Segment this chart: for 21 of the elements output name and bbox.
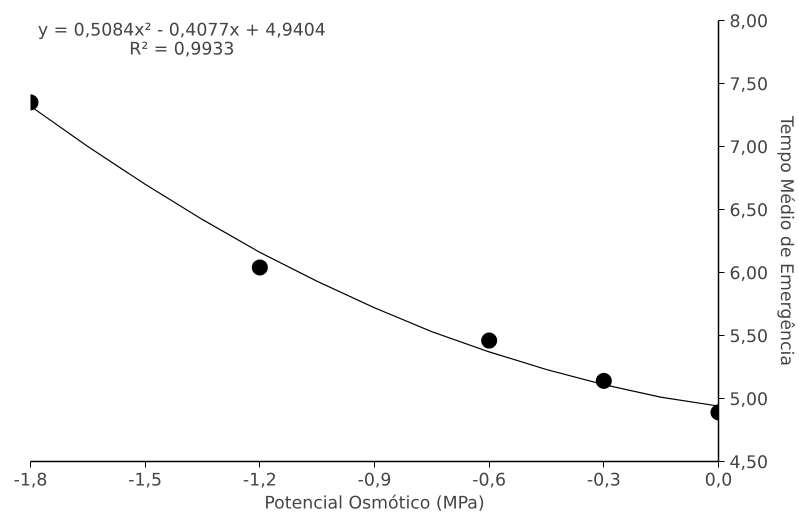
y-tick-label: 7,00 <box>730 138 768 158</box>
x-tick-label: -0,6 <box>472 470 506 490</box>
point <box>596 372 612 389</box>
x-tick-label: -1,2 <box>242 470 277 490</box>
y-tick-label: 8,00 <box>730 12 768 32</box>
y-tick-label: 6,00 <box>730 264 768 284</box>
x-tick-label: -1,8 <box>14 470 48 490</box>
annotation: R² = 0,9933 <box>129 39 234 60</box>
y-axis-title: Tempo Médio de Emergência <box>776 115 796 366</box>
y-tick-label: 5,50 <box>730 327 768 347</box>
x-tick-label: 0,0 <box>704 470 732 490</box>
x-tick-label: -0,3 <box>586 470 621 490</box>
point <box>481 332 498 349</box>
y-tick-label: 6,50 <box>730 201 768 221</box>
y-tick-label: 4,50 <box>730 453 768 473</box>
x-tick-label: -1,5 <box>128 470 162 490</box>
y-tick-label: 7,50 <box>730 75 768 95</box>
x-tick-label: -0,9 <box>358 470 392 490</box>
annotation: y = 0,5084x² - 0,4077x + 4,9404 <box>38 20 326 40</box>
x-axis-title: Potencial Osmótico (MPa) <box>264 494 485 514</box>
y-tick-label: 5,00 <box>730 390 768 410</box>
